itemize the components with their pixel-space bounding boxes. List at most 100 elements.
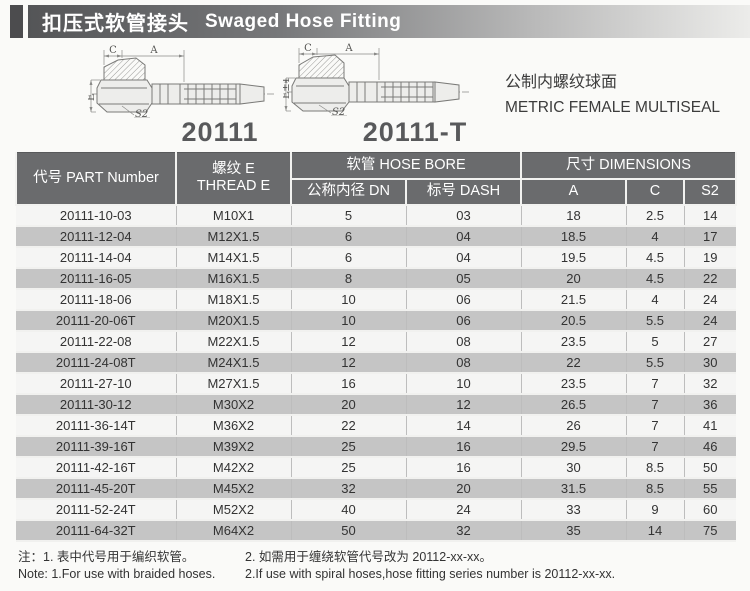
cell: 19 <box>683 246 737 269</box>
thread-label-zh: 螺纹 E <box>212 161 255 178</box>
table-row: 20111-10-03 M10X1 5 03 18 2.5 14 <box>16 204 737 227</box>
cell: 12 <box>290 330 406 353</box>
subtitle-block: 公制内螺纹球面 METRIC FEMALE MULTISEAL <box>505 70 720 120</box>
cell: 20111-64-32T <box>16 519 176 542</box>
cell: 4.5 <box>625 267 684 290</box>
cell: 20111-39-16T <box>16 435 176 458</box>
cell: 40 <box>290 498 406 521</box>
cell: 08 <box>405 330 521 353</box>
cell: 16 <box>405 435 521 458</box>
accent-block <box>10 5 23 38</box>
diagram-caption-20111: 20111 <box>181 117 259 147</box>
subtitle-en: METRIC FEMALE MULTISEAL <box>505 99 721 116</box>
note-zh-1: 注：1. 表中代号用于编织软管。 <box>18 550 195 564</box>
cell: 20111-42-16T <box>16 456 176 479</box>
cell: 32 <box>683 372 737 395</box>
cell: 17 <box>683 225 737 248</box>
cell: 10 <box>290 288 406 311</box>
cell: M52X2 <box>175 498 291 521</box>
cell: 29.5 <box>520 435 626 458</box>
cell: 03 <box>405 204 521 227</box>
cell: M22X1.5 <box>175 330 291 353</box>
cell: 10 <box>405 372 521 395</box>
cell: 20111-52-24T <box>16 498 176 521</box>
col-header-dash: 标号 DASH <box>405 177 522 206</box>
cell: 22 <box>290 414 406 437</box>
footnote-right: 2. 如需用于缠绕软管代号改为 20112-xx-xx。 2.If use wi… <box>245 549 615 583</box>
cell: M16X1.5 <box>175 267 291 290</box>
table-header: 代号 PART Number 螺纹 E THREAD E 软管 HOSE BOR… <box>15 152 738 206</box>
dim-label-s2: S2 <box>135 109 148 118</box>
cell: 75 <box>683 519 737 542</box>
col-header-thread: 螺纹 E THREAD E <box>175 152 292 206</box>
table-row: 20111-18-06 M18X1.5 10 06 21.5 4 24 <box>16 288 737 311</box>
cell: 20111-24-08T <box>16 351 176 374</box>
cell: M64X2 <box>175 519 291 542</box>
cell: 4 <box>625 225 684 248</box>
cell: 12 <box>405 393 521 416</box>
cell: 6 <box>290 246 406 269</box>
cell: 12 <box>290 351 406 374</box>
cell: 16 <box>405 456 521 479</box>
cell: 21.5 <box>520 288 626 311</box>
dim-label-s2: S2 <box>332 107 345 116</box>
cell: 20111-18-06 <box>16 288 176 311</box>
fitting-diagram-20111: C A E S2 <box>88 44 278 118</box>
cell: 20111-20-06T <box>16 309 176 332</box>
col-group-hose-bore: 软管 HOSE BORE <box>290 152 522 180</box>
table-row: 20111-30-12 M30X2 20 12 26.5 7 36 <box>16 393 737 416</box>
cell: 24 <box>683 288 737 311</box>
cell: 25 <box>290 456 406 479</box>
cell: 33 <box>520 498 626 521</box>
cell: 32 <box>290 477 406 500</box>
cell: 20111-27-10 <box>16 372 176 395</box>
cell: 60 <box>683 498 737 521</box>
cell: 50 <box>290 519 406 542</box>
cell: 7 <box>625 414 684 437</box>
cell: 20111-12-04 <box>16 225 176 248</box>
cell: M14X1.5 <box>175 246 291 269</box>
cell: 4 <box>625 288 684 311</box>
cell: 25 <box>290 435 406 458</box>
cell: 14 <box>625 519 684 542</box>
cell: 14 <box>683 204 737 227</box>
cell: 23.5 <box>520 372 626 395</box>
dim-label-c: C <box>304 43 312 54</box>
cell: 24 <box>683 309 737 332</box>
note-en-1: Note: 1.For use with braided hoses. <box>18 567 216 581</box>
cell: 14 <box>405 414 521 437</box>
table-row: 20111-14-04 M14X1.5 6 04 19.5 4.5 19 <box>16 246 737 269</box>
dim-label-c: C <box>109 45 117 56</box>
cell: 6 <box>290 225 406 248</box>
cell: 08 <box>405 351 521 374</box>
cell: 36 <box>683 393 737 416</box>
cell: M12X1.5 <box>175 225 291 248</box>
table-row: 20111-20-06T M20X1.5 10 06 20.5 5.5 24 <box>16 309 737 332</box>
cell: 20111-45-20T <box>16 477 176 500</box>
cell: 30 <box>683 351 737 374</box>
table-row: 20111-22-08 M22X1.5 12 08 23.5 5 27 <box>16 330 737 353</box>
cell: 18.5 <box>520 225 626 248</box>
cell: 20111-14-04 <box>16 246 176 269</box>
col-header-s2: S2 <box>682 177 738 206</box>
dim-label-e: E±1 <box>283 77 292 99</box>
spec-table-container: 代号 PART Number 螺纹 E THREAD E 软管 HOSE BOR… <box>15 152 738 542</box>
table-row: 20111-27-10 M27X1.5 16 10 23.5 7 32 <box>16 372 737 395</box>
cell: 20 <box>520 267 626 290</box>
cell: 06 <box>405 288 521 311</box>
cell: 5 <box>290 204 406 227</box>
table-row: 20111-36-14T M36X2 22 14 26 7 41 <box>16 414 737 437</box>
cell: M24X1.5 <box>175 351 291 374</box>
cell: M10X1 <box>175 204 291 227</box>
cell: 19.5 <box>520 246 626 269</box>
cell: M45X2 <box>175 477 291 500</box>
cell: 7 <box>625 372 684 395</box>
footnote-left: 注：1. 表中代号用于编织软管。 Note: 1.For use with br… <box>18 549 215 583</box>
cell: 06 <box>405 309 521 332</box>
cell: 20 <box>290 393 406 416</box>
note-zh-2: 2. 如需用于缠绕软管代号改为 20112-xx-xx。 <box>245 550 493 564</box>
cell: 20 <box>405 477 521 500</box>
cell: M36X2 <box>175 414 291 437</box>
cell: M20X1.5 <box>175 309 291 332</box>
cell: 2.5 <box>625 204 684 227</box>
